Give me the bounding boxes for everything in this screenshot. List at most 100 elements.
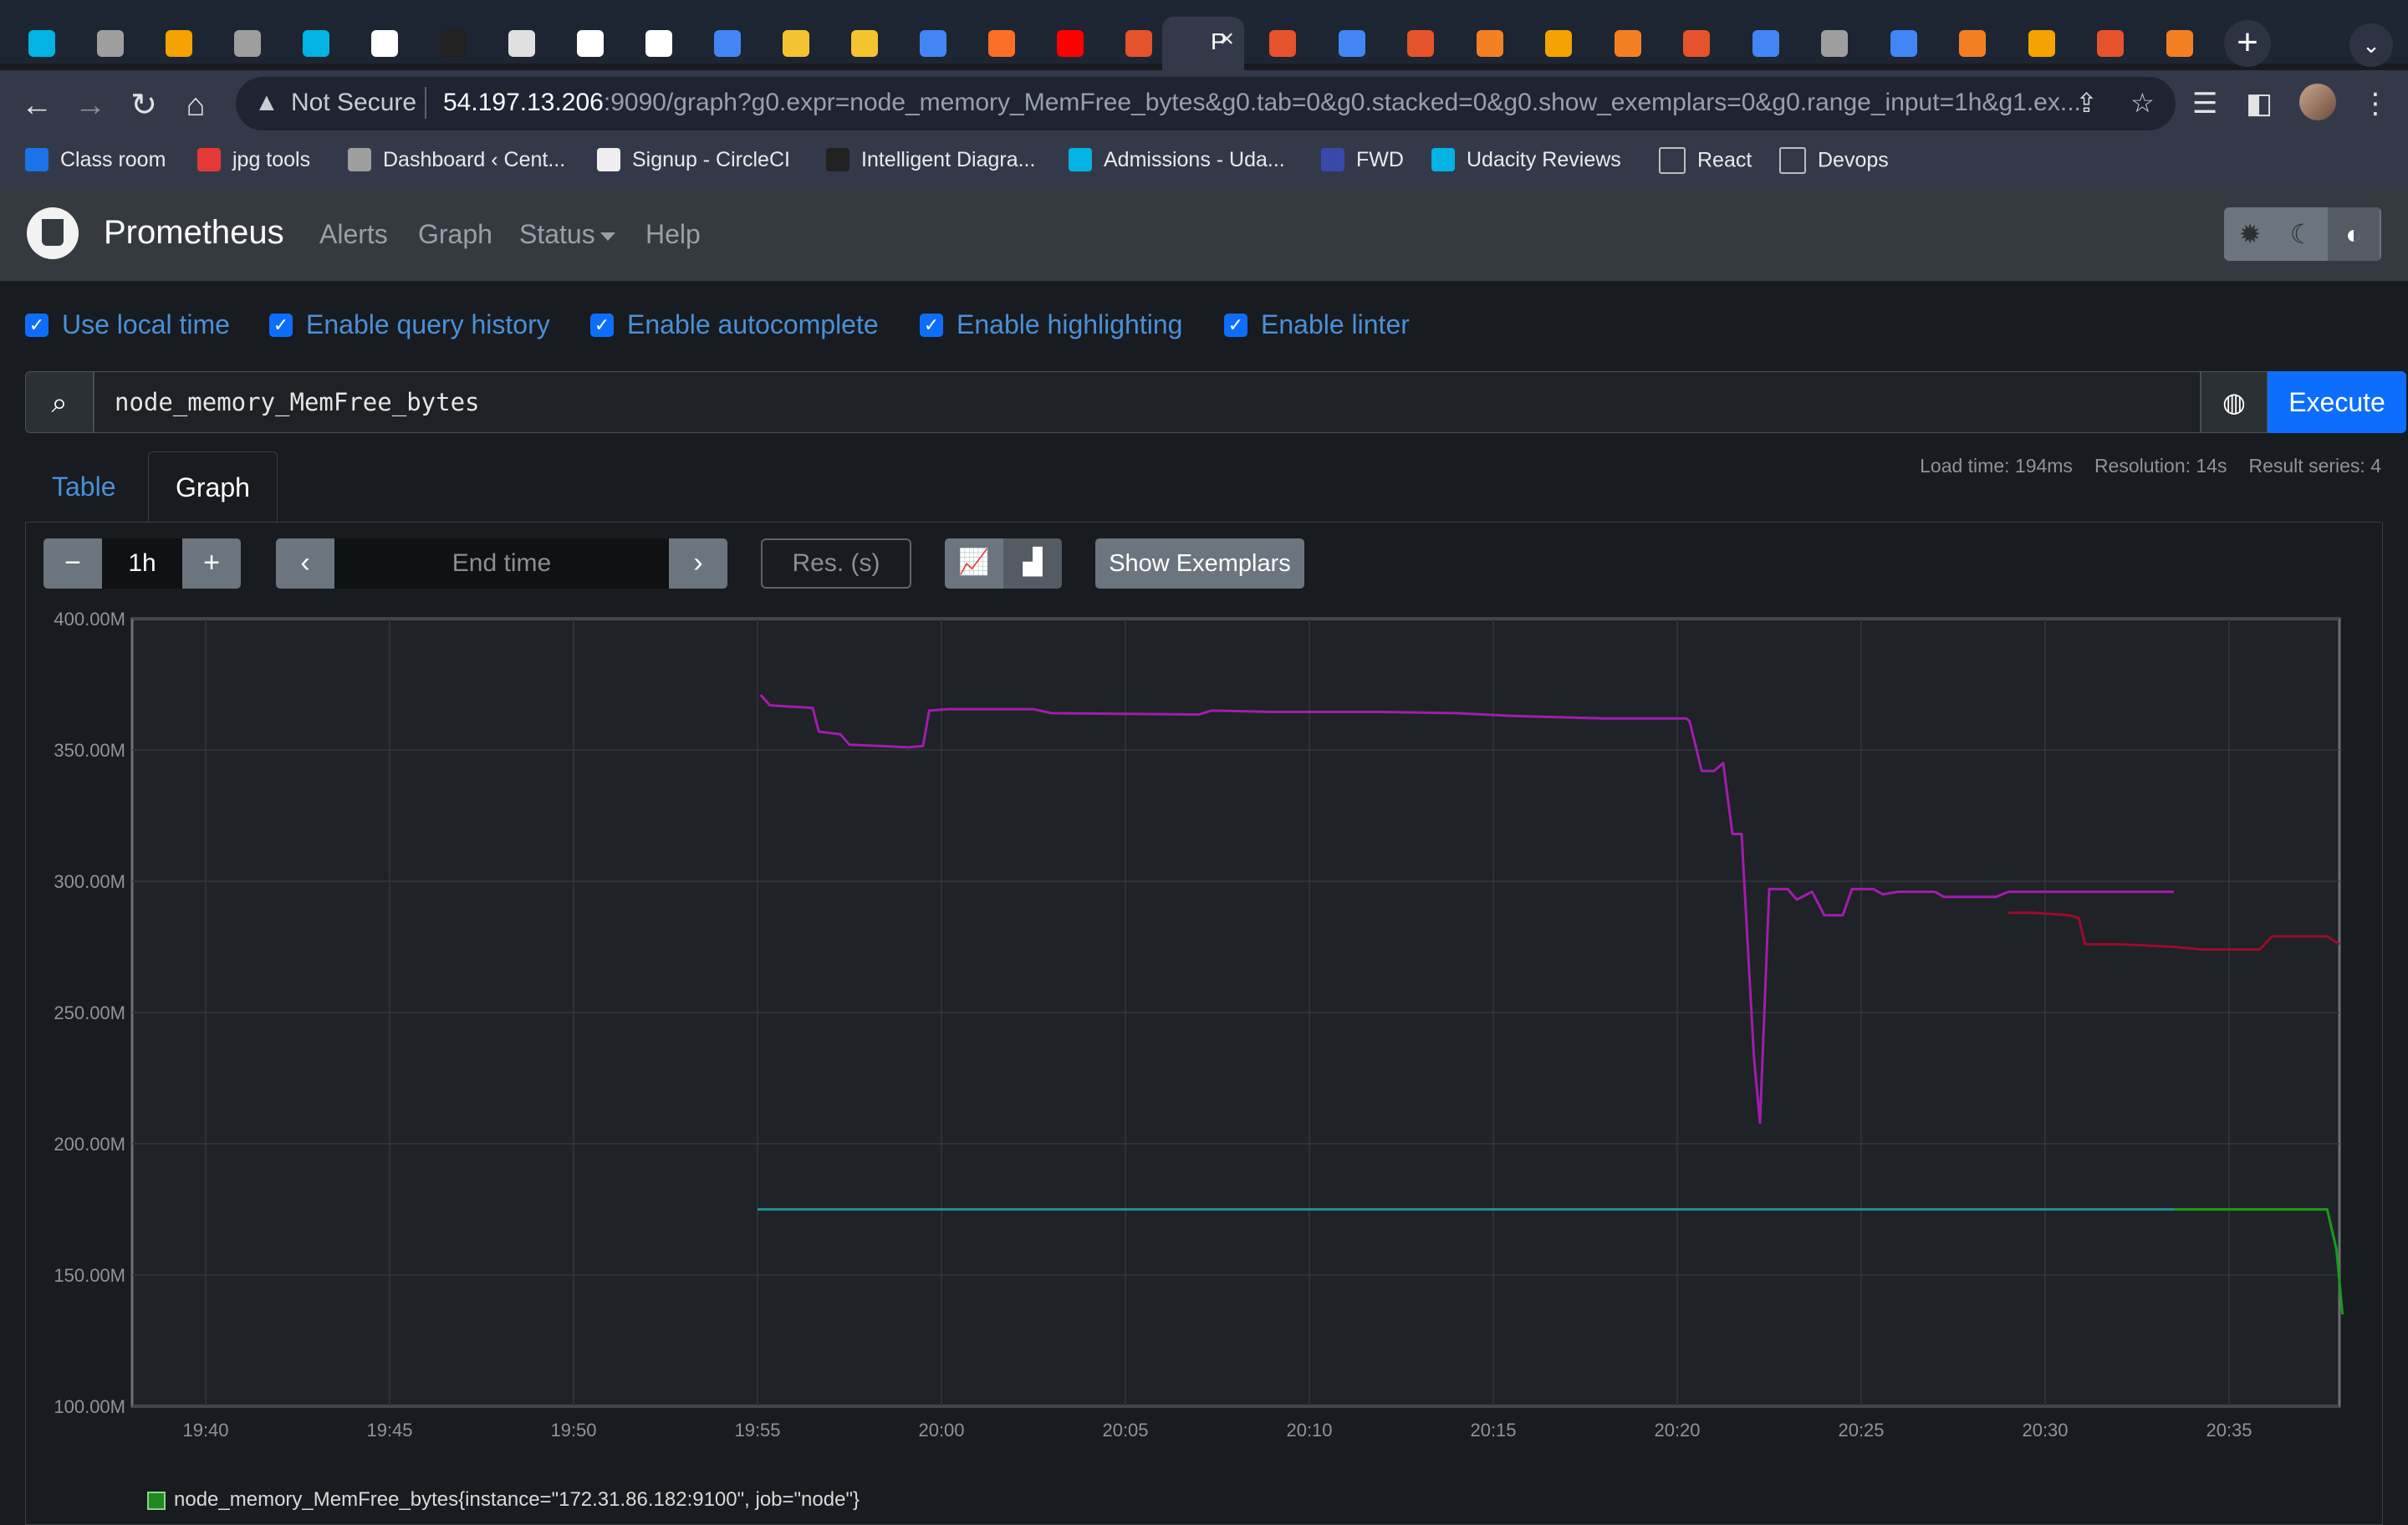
- next-time-button[interactable]: ›: [669, 538, 727, 589]
- brand-title[interactable]: Prometheus: [104, 214, 284, 251]
- checkbox-checked-icon[interactable]: ✓: [1224, 313, 1247, 337]
- legend-item[interactable]: node_memory_MemFree_bytes{instance="172.…: [147, 1488, 860, 1512]
- execute-button[interactable]: Execute: [2268, 371, 2406, 433]
- share-icon[interactable]: ⇪: [2075, 88, 2098, 118]
- option-local-time[interactable]: ✓ Use local time: [25, 308, 230, 340]
- profile-avatar[interactable]: [2299, 84, 2336, 120]
- browser-tab[interactable]: [216, 17, 281, 70]
- back-button[interactable]: ←: [21, 88, 53, 123]
- expression-input[interactable]: node_memory_MemFree_bytes: [94, 371, 2201, 433]
- stacked-area-chart-icon[interactable]: ▟: [1003, 538, 1062, 589]
- browser-tab[interactable]: [1941, 17, 2006, 70]
- bookmark-item[interactable]: React: [1659, 147, 1752, 177]
- browser-tab[interactable]: [764, 17, 829, 70]
- browser-tab[interactable]: [490, 17, 555, 70]
- bookmark-label: Signup - CircleCI: [632, 147, 790, 171]
- option-linter[interactable]: ✓ Enable linter: [1224, 308, 1410, 340]
- increase-range-button[interactable]: +: [182, 538, 241, 589]
- new-tab-button[interactable]: +: [2224, 20, 2271, 67]
- browser-tab[interactable]: [2010, 17, 2075, 70]
- browser-tab[interactable]: [2148, 17, 2213, 70]
- forward-button[interactable]: →: [74, 88, 106, 123]
- reading-list-icon[interactable]: ☰: [2192, 88, 2218, 120]
- decrease-range-button[interactable]: −: [43, 538, 102, 589]
- bookmark-item[interactable]: Admissions - Uda...: [1069, 147, 1285, 177]
- menu-dots-icon[interactable]: ⋮: [2361, 88, 2390, 120]
- reload-button[interactable]: ↻: [130, 88, 157, 123]
- close-tab-icon[interactable]: ×: [1219, 25, 1234, 53]
- browser-tab[interactable]: [10, 17, 75, 70]
- browser-tab[interactable]: [1527, 17, 1592, 70]
- browser-tab[interactable]: [1596, 17, 1661, 70]
- browser-tab[interactable]: [147, 17, 212, 70]
- browser-tab[interactable]: [1389, 17, 1454, 70]
- url-host: 54.197.13.206: [443, 89, 604, 116]
- browser-tab[interactable]: [833, 17, 898, 70]
- dark-theme-moon-icon[interactable]: ☾: [2289, 219, 2314, 249]
- tab-favicon-icon: [1890, 30, 1917, 57]
- home-button[interactable]: ⌂: [186, 88, 206, 123]
- active-browser-tab[interactable]: P ×: [1162, 17, 1244, 70]
- option-query-history[interactable]: ✓ Enable query history: [269, 308, 550, 340]
- browser-tab[interactable]: [1458, 17, 1523, 70]
- address-bar[interactable]: ▲ Not Secure 54.197.13.206:9090/graph?g0…: [236, 77, 2176, 130]
- series-line-2[interactable]: [2008, 911, 2340, 951]
- browser-tab[interactable]: [1320, 17, 1385, 70]
- checkbox-checked-icon[interactable]: ✓: [269, 313, 293, 337]
- browser-tab[interactable]: [1734, 17, 1799, 70]
- nav-alerts[interactable]: Alerts: [319, 219, 388, 249]
- resolution-input[interactable]: Res. (s): [761, 538, 911, 589]
- nav-help[interactable]: Help: [645, 219, 701, 249]
- bookmark-star-icon[interactable]: ☆: [2130, 88, 2155, 118]
- unstacked-line-chart-icon[interactable]: 📈: [945, 538, 1003, 589]
- browser-tab[interactable]: [696, 17, 761, 70]
- light-theme-sun-icon[interactable]: ✹: [2238, 219, 2262, 249]
- browser-theme-contrast-icon[interactable]: ◐: [2328, 207, 2380, 261]
- browser-tab[interactable]: [559, 17, 624, 70]
- tab-favicon-icon: [1476, 30, 1503, 57]
- bookmark-item[interactable]: Class room: [25, 147, 166, 177]
- browser-tab[interactable]: [1107, 17, 1172, 70]
- checkbox-checked-icon[interactable]: ✓: [25, 313, 48, 337]
- browser-tab[interactable]: [284, 17, 349, 70]
- nav-status[interactable]: Status: [519, 219, 615, 250]
- range-input[interactable]: 1h: [102, 538, 182, 589]
- prometheus-logo-icon[interactable]: [27, 207, 79, 259]
- checkbox-checked-icon[interactable]: ✓: [920, 313, 943, 337]
- option-highlighting[interactable]: ✓ Enable highlighting: [920, 308, 1182, 340]
- bookmark-item[interactable]: Dashboard ‹ Cent...: [348, 147, 565, 177]
- tab-graph[interactable]: Graph: [148, 451, 278, 522]
- browser-tab[interactable]: [1872, 17, 1937, 70]
- bookmark-favicon-icon: [826, 148, 849, 172]
- tab-favicon-icon: [577, 30, 604, 57]
- browser-tab[interactable]: [970, 17, 1035, 70]
- bookmark-item[interactable]: Udacity Reviews: [1431, 147, 1621, 177]
- bookmark-item[interactable]: jpg tools: [197, 147, 310, 177]
- browser-tab[interactable]: [1251, 17, 1316, 70]
- metrics-explorer-globe-icon[interactable]: ◍: [2201, 371, 2268, 433]
- browser-tab[interactable]: [1803, 17, 1868, 70]
- series-line-4[interactable]: [2174, 1208, 2344, 1315]
- end-time-input[interactable]: End time: [334, 538, 669, 589]
- browser-tab[interactable]: [2079, 17, 2144, 70]
- previous-time-button[interactable]: ‹: [276, 538, 334, 589]
- browser-tab[interactable]: [353, 17, 418, 70]
- browser-tab[interactable]: [1665, 17, 1730, 70]
- tab-table[interactable]: Table: [52, 472, 116, 502]
- bookmark-item[interactable]: Signup - CircleCI: [597, 147, 790, 177]
- side-panel-icon[interactable]: ◧: [2246, 88, 2273, 120]
- show-exemplars-button[interactable]: Show Exemplars: [1095, 538, 1304, 589]
- option-autocomplete[interactable]: ✓ Enable autocomplete: [590, 308, 879, 340]
- browser-tab[interactable]: [901, 17, 967, 70]
- tab-search-chevron-icon[interactable]: ⌄: [2349, 23, 2393, 67]
- checkbox-checked-icon[interactable]: ✓: [590, 313, 614, 337]
- browser-tab[interactable]: [627, 17, 692, 70]
- browser-tab[interactable]: [79, 17, 144, 70]
- bookmark-item[interactable]: Devops: [1779, 147, 1889, 177]
- bookmark-item[interactable]: Intelligent Diagra...: [826, 147, 1035, 177]
- browser-tab[interactable]: [1038, 17, 1104, 70]
- browser-tab[interactable]: [421, 17, 487, 70]
- series-line-1[interactable]: [759, 694, 2174, 1125]
- bookmark-item[interactable]: FWD: [1321, 147, 1404, 177]
- nav-graph[interactable]: Graph: [418, 219, 492, 249]
